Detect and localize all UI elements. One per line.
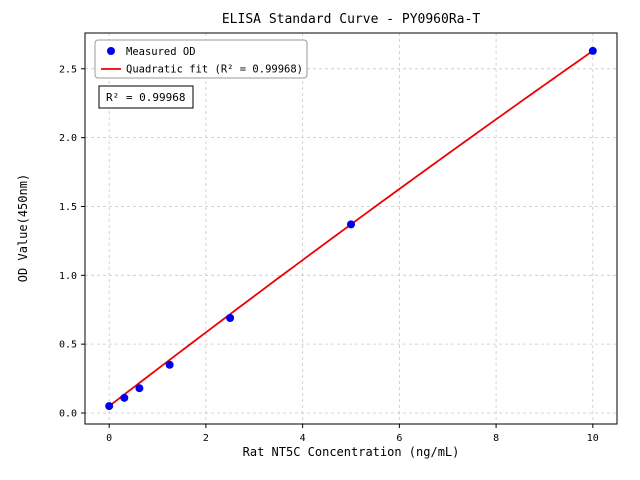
x-axis-label: Rat NT5C Concentration (ng/mL) (243, 445, 460, 459)
legend: Measured OD Quadratic fit (R² = 0.99968) (94, 39, 308, 79)
y-tick-label: 2.0 (59, 133, 77, 144)
annotation-box (98, 85, 194, 109)
data-point (105, 402, 114, 411)
legend-label-measured: Measured OD (126, 46, 196, 58)
data-point (165, 360, 174, 369)
legend-label-fit: Quadratic fit (R² = 0.99968) (126, 64, 303, 76)
legend-point-swatch (107, 47, 115, 55)
y-tick-label: 0.0 (59, 408, 77, 419)
y-tick-label: 0.5 (59, 340, 77, 351)
x-tick-label: 0 (106, 433, 112, 444)
grid-layer (85, 33, 617, 424)
axis-layer: 0 2 4 6 8 10 0.0 0.5 1.0 1.5 2.0 2.5 (59, 64, 599, 444)
y-axis-label: OD Value(450nm) (16, 174, 30, 282)
x-tick-label: 2 (203, 433, 209, 444)
plot-border (84, 32, 618, 425)
y-tick-label: 1.0 (59, 271, 77, 282)
annotation-text: R² = 0.99968 (106, 91, 185, 104)
data-point (135, 384, 144, 393)
legend-box (94, 39, 308, 79)
y-tick-label: 1.5 (59, 202, 77, 213)
data-point (226, 313, 235, 322)
r-squared-annotation: R² = 0.99968 (98, 85, 194, 109)
plot-layer (105, 46, 597, 411)
y-tick-label: 2.5 (59, 64, 77, 75)
x-tick-label: 8 (493, 433, 499, 444)
data-point (588, 46, 597, 55)
chart-title: ELISA Standard Curve - PY0960Ra-T (222, 12, 480, 27)
x-tick-label: 10 (587, 433, 599, 444)
data-point (120, 393, 129, 402)
x-tick-label: 6 (396, 433, 402, 444)
x-tick-label: 4 (300, 433, 306, 444)
data-point (347, 220, 355, 229)
